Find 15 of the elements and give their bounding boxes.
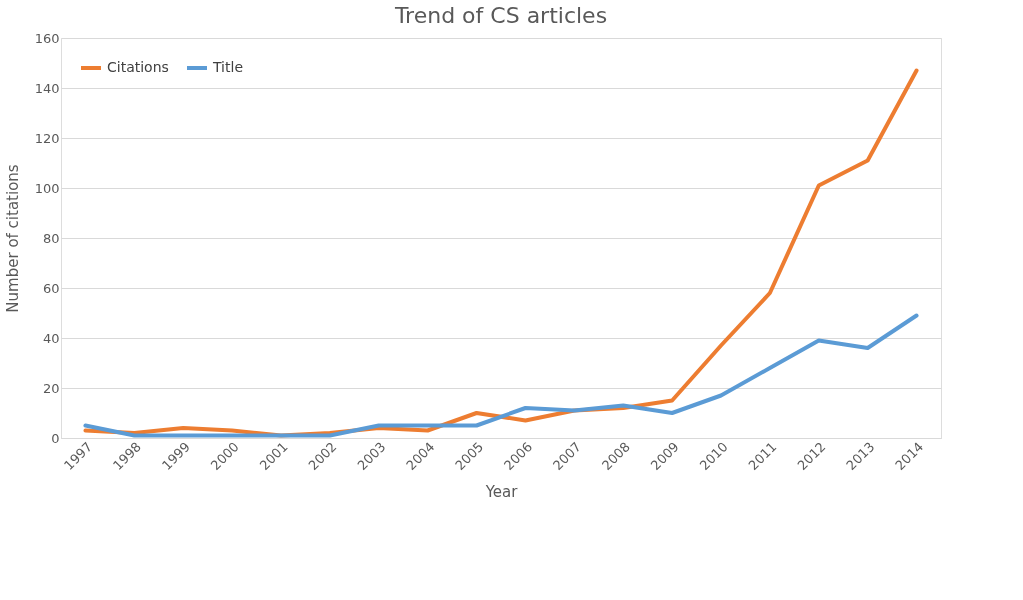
y-tick-label: 140 <box>34 80 60 96</box>
y-tick-label: 20 <box>42 380 60 396</box>
line-series <box>83 313 919 438</box>
y-tick-label: 60 <box>42 280 60 296</box>
y-tick-label: 40 <box>42 330 60 346</box>
x-axis-title: Year <box>484 483 519 502</box>
y-tick-label: 100 <box>34 180 60 196</box>
y-tick-label: 0 <box>51 430 60 446</box>
y-tick-label: 80 <box>42 230 60 246</box>
y-tick-label: 120 <box>34 130 60 146</box>
y-axis-title: Number of citations <box>3 164 22 313</box>
y-tick-label: 160 <box>34 30 60 46</box>
legend-label: Citations <box>107 59 169 75</box>
chart-title: Trend of CS articles <box>393 3 608 28</box>
legend-label: Title <box>212 59 244 75</box>
